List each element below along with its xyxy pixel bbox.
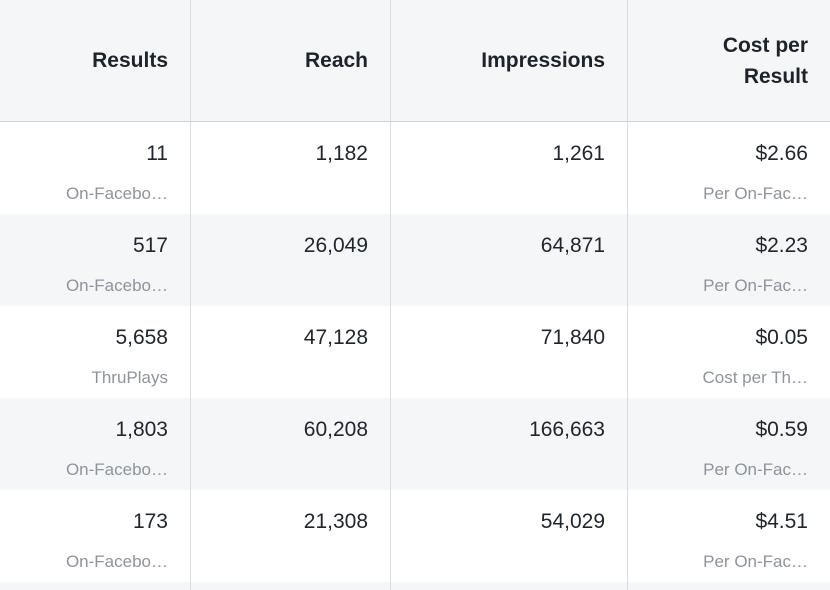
impressions-value: 71,840 [540,326,605,349]
results-type-label: On-Facebo… [65,460,168,479]
results-cell: 517 On-Facebo… [0,214,190,306]
cost-per-result-cell [627,582,830,590]
cost-per-result-cell: $4.51 Per On-Fac… [627,490,830,582]
impressions-cell: 54,029 [390,490,627,582]
cost-per-result-value: $2.66 [755,142,808,165]
reach-cell: 26,049 [190,214,390,306]
reach-value: 21,308 [303,510,368,533]
results-type-label: On-Facebo… [65,276,168,295]
results-value: 5,658 [115,326,168,349]
reach-cell: 60,208 [190,398,390,490]
table-row[interactable]: 1,803 On-Facebo… 60,208 166,663 $0.59 Pe… [0,398,830,490]
results-type-label: On-Facebo… [65,184,168,203]
impressions-cell: 71,840 [390,306,627,398]
impressions-value: 166,663 [529,418,605,441]
cost-per-result-value: $2.23 [755,234,808,257]
column-header-results-label: Results [92,49,168,72]
results-value: 517 [132,234,168,257]
results-type-label: On-Facebo… [65,552,168,571]
column-header-impressions[interactable]: Impressions [390,0,627,121]
column-header-cost-per-result-label: Cost per Result [722,33,808,88]
results-cell: 1,803 On-Facebo… [0,398,190,490]
impressions-value: 64,871 [540,234,605,257]
results-cell: 173 On-Facebo… [0,490,190,582]
cost-per-result-cell: $0.59 Per On-Fac… [627,398,830,490]
column-header-reach-label: Reach [304,49,368,72]
results-value: 1,803 [115,418,168,441]
impressions-cell [390,582,627,590]
reach-cell: 1,182 [190,122,390,214]
cost-type-label: Per On-Fac… [703,184,808,203]
impressions-cell: 166,663 [390,398,627,490]
cost-type-label: Per On-Fac… [703,552,808,571]
cost-per-result-value: $4.51 [755,510,808,533]
reach-value: 1,182 [315,142,368,165]
cost-type-label: Per On-Fac… [703,460,808,479]
results-cell: 5,658 ThruPlays [0,306,190,398]
cost-per-result-cell: $2.23 Per On-Fac… [627,214,830,306]
table-row[interactable]: 517 On-Facebo… 26,049 64,871 $2.23 Per O… [0,214,830,306]
reach-value: 26,049 [303,234,368,257]
reach-cell: 47,128 [190,306,390,398]
cost-per-result-cell: $0.05 Cost per Th… [627,306,830,398]
impressions-cell: 1,261 [390,122,627,214]
table-row[interactable]: 173 On-Facebo… 21,308 54,029 $4.51 Per O… [0,490,830,582]
table-row[interactable]: 11 On-Facebo… 1,182 1,261 $2.66 Per On-F… [0,122,830,214]
results-type-label: ThruPlays [91,368,168,387]
table-row-partial [0,582,830,590]
cost-per-result-value: $0.05 [755,326,808,349]
results-value: 11 [146,142,168,165]
impressions-cell: 64,871 [390,214,627,306]
column-header-results[interactable]: Results [0,0,190,121]
reach-value: 47,128 [303,326,368,349]
table-row[interactable]: 5,658 ThruPlays 47,128 71,840 $0.05 Cost… [0,306,830,398]
column-header-reach[interactable]: Reach [190,0,390,121]
reach-cell: 21,308 [190,490,390,582]
cost-per-result-value: $0.59 [755,418,808,441]
results-cell: 11 On-Facebo… [0,122,190,214]
table-header-row: Results Reach Impressions Cost per Resul… [0,0,830,122]
results-cell [0,582,190,590]
column-header-cost-per-result[interactable]: Cost per Result [627,0,830,121]
reach-cell [190,582,390,590]
impressions-value: 1,261 [552,142,605,165]
column-header-impressions-label: Impressions [481,49,605,72]
results-value: 173 [132,510,168,533]
cost-type-label: Cost per Th… [702,368,808,387]
cost-type-label: Per On-Fac… [703,276,808,295]
reach-value: 60,208 [303,418,368,441]
impressions-value: 54,029 [540,510,605,533]
cost-per-result-cell: $2.66 Per On-Fac… [627,122,830,214]
